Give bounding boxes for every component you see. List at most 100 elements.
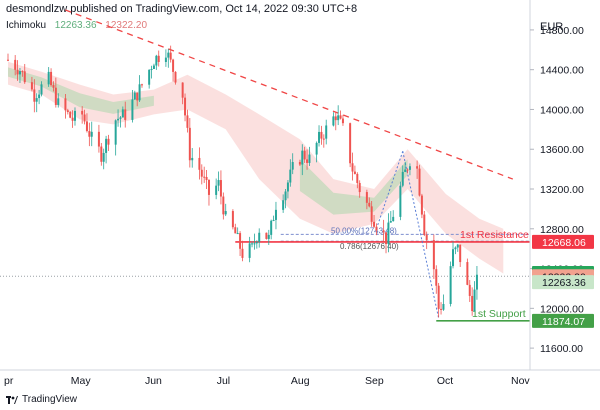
candle-body bbox=[442, 303, 445, 310]
candle-body bbox=[303, 150, 306, 160]
candle-body bbox=[272, 219, 275, 221]
candle-body bbox=[81, 110, 84, 115]
candle-body bbox=[437, 285, 440, 309]
candle-body bbox=[83, 114, 86, 122]
y-tick-label: 14400.00 bbox=[540, 65, 584, 77]
candle-body bbox=[155, 55, 158, 66]
candle-body bbox=[71, 117, 74, 121]
indicator-value-1: 12263.36 bbox=[54, 20, 97, 31]
annotation-group: 50.00%(12743.48) 0.786(12676.40) 1st Resis… bbox=[65, 9, 530, 322]
candle-body bbox=[40, 84, 43, 95]
candle-body bbox=[356, 173, 359, 183]
candle-body bbox=[69, 112, 72, 118]
candle-body bbox=[318, 131, 321, 143]
candle-body bbox=[274, 209, 277, 220]
candle-body bbox=[114, 120, 117, 145]
candle-body bbox=[85, 121, 88, 132]
candle-body bbox=[435, 269, 438, 286]
candle-body bbox=[365, 192, 368, 203]
candle-body bbox=[172, 59, 175, 72]
candle-body bbox=[325, 125, 328, 139]
candle-body bbox=[341, 118, 344, 124]
candle-body bbox=[267, 234, 270, 239]
candle-body bbox=[351, 163, 354, 172]
candle-body bbox=[54, 87, 57, 105]
candle-body bbox=[224, 211, 227, 215]
candle-body bbox=[382, 230, 385, 233]
y-tick-label: 13600.00 bbox=[540, 144, 584, 156]
candle-body bbox=[440, 308, 443, 310]
indicator-legend[interactable]: Ichimoku 12263.36 12322.20 bbox=[6, 20, 147, 31]
candle-body bbox=[456, 244, 459, 248]
candle-body bbox=[315, 142, 318, 155]
candle-body bbox=[205, 176, 208, 180]
ichimoku-cloud-bull-patch bbox=[299, 159, 408, 215]
candle-body bbox=[50, 71, 53, 86]
fib-level-label: 0.786(12676.40) bbox=[340, 242, 399, 251]
candle-body bbox=[337, 115, 340, 121]
candle-body bbox=[57, 98, 60, 105]
candle-body bbox=[471, 295, 474, 312]
candle-body bbox=[215, 185, 218, 195]
fib-level-label: 50.00%(12743.48) bbox=[331, 226, 397, 235]
candle-body bbox=[248, 243, 251, 258]
candle-body bbox=[73, 110, 76, 121]
candle-body bbox=[121, 109, 124, 118]
candle-body bbox=[270, 220, 273, 235]
candle-body bbox=[169, 52, 172, 60]
candle-body bbox=[253, 243, 256, 245]
resistance-price-tag-bg bbox=[532, 234, 594, 249]
candle-body bbox=[406, 169, 409, 171]
candle-body bbox=[133, 92, 136, 100]
candle-body bbox=[389, 221, 392, 223]
currency-label: EUR bbox=[540, 21, 563, 33]
candle-body bbox=[385, 232, 388, 245]
fib-swing-line bbox=[402, 151, 440, 319]
y-tick-label: 14000.00 bbox=[540, 104, 584, 116]
candle-body bbox=[138, 84, 141, 101]
candle-body bbox=[186, 115, 189, 128]
resistance-label: 1st Resistance bbox=[460, 229, 529, 241]
candle-body bbox=[420, 195, 423, 215]
candle-body bbox=[150, 69, 153, 71]
candle-body bbox=[258, 232, 261, 243]
tradingview-logo-icon bbox=[6, 395, 18, 404]
candle-body bbox=[404, 169, 407, 172]
trendline[interactable] bbox=[65, 9, 514, 180]
indicator-value-2: 12322.20 bbox=[105, 20, 148, 31]
candle-body bbox=[131, 99, 134, 120]
candle-body bbox=[16, 69, 19, 75]
candle-body bbox=[401, 171, 404, 186]
x-tick-label: Jun bbox=[145, 375, 162, 387]
candle-body bbox=[375, 226, 378, 231]
candle-body bbox=[353, 171, 356, 174]
candle-body bbox=[188, 127, 191, 161]
candle-body bbox=[117, 118, 120, 121]
candle-body bbox=[308, 154, 311, 163]
candle-body bbox=[90, 131, 93, 137]
brand-name: TradingView bbox=[22, 394, 78, 405]
candle-body bbox=[358, 182, 361, 193]
candle-body bbox=[167, 52, 170, 58]
candle-body bbox=[30, 82, 33, 90]
candle-body bbox=[107, 138, 110, 145]
candle-body bbox=[88, 131, 91, 137]
candle-body bbox=[219, 180, 222, 197]
candle-body bbox=[234, 227, 237, 234]
support-price-tag-bg bbox=[532, 313, 594, 328]
candle-body bbox=[306, 159, 309, 163]
fib-swing-line bbox=[375, 151, 404, 229]
candle-body bbox=[468, 284, 471, 296]
candle-body bbox=[14, 59, 17, 70]
candle-body bbox=[184, 97, 187, 116]
candlestick-group bbox=[7, 45, 478, 318]
y-tick-label: 12800.00 bbox=[540, 224, 584, 236]
candle-body bbox=[105, 138, 108, 153]
candle-body bbox=[473, 289, 476, 312]
candle-body bbox=[408, 166, 411, 170]
x-tick-label: Oct bbox=[437, 375, 453, 387]
candle-body bbox=[35, 98, 38, 102]
